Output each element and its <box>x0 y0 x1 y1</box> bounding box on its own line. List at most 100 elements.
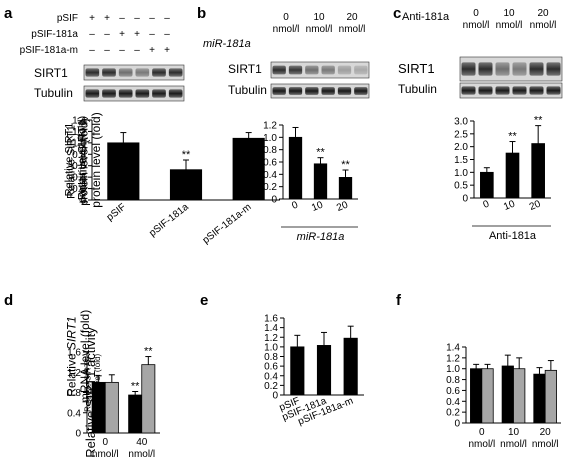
dose-unit-b: nmol/l <box>339 24 366 35</box>
y-tick-label: 0 <box>75 429 81 440</box>
blot-band <box>288 65 303 75</box>
y-tick-label: 1.2 <box>446 353 460 364</box>
blot-frame <box>459 56 563 82</box>
blot-band <box>272 87 286 95</box>
dose-10-b: 10 <box>313 12 325 23</box>
blot-band <box>305 87 319 95</box>
y-tick-label: 0.6 <box>72 161 86 172</box>
blot-band <box>461 86 476 95</box>
y-label-part: SIRT1 <box>64 316 78 350</box>
y-tick-label: 0.4 <box>263 170 277 181</box>
bar <box>169 169 203 201</box>
design-mark: + <box>134 29 140 40</box>
design-mark: + <box>89 13 95 24</box>
blot-band <box>288 87 303 95</box>
y-tick-label: 1.4 <box>446 343 460 354</box>
blot-tubulin-b <box>270 83 370 99</box>
blot-band <box>118 68 133 77</box>
blot-sirt1-a <box>83 64 185 81</box>
y-tick-label: 0 <box>271 195 277 206</box>
bar <box>533 373 546 424</box>
design-mark: – <box>164 29 170 40</box>
category-unit-label: nmol/l <box>92 449 119 460</box>
blot-band <box>102 68 116 77</box>
y-label-line: protein level (fold) <box>76 116 88 203</box>
category-unit-label: nmol/l <box>128 449 155 460</box>
y-tick-label: 2.5 <box>454 129 468 140</box>
y-label-line: protein level (fold) <box>78 118 90 205</box>
blot-tubulin-a <box>83 85 185 102</box>
blot-label-sirt1-b: SIRT1 <box>228 62 262 76</box>
y-axis-label: Relative SIRT1mRNA level (fold) <box>64 310 92 403</box>
blot-band <box>546 86 561 95</box>
category-label: 0 <box>482 198 492 210</box>
category-label: 20 <box>528 198 543 213</box>
significance-label: ** <box>131 380 140 392</box>
blot-band <box>305 65 319 75</box>
design-mark: – <box>149 29 155 40</box>
y-tick-label: 0.2 <box>72 184 86 195</box>
blot-band <box>354 87 368 95</box>
design-mark: – <box>89 45 95 56</box>
y-axis-label: Relative SIRT1protein level (fold) <box>66 118 91 205</box>
y-tick-label: 1.4 <box>72 116 86 127</box>
design-mark: – <box>149 13 155 24</box>
significance-label: ** <box>182 149 191 161</box>
design-marks: + + – – – – – – + + – – – – – – + + <box>89 13 170 56</box>
category-label: pSIF-181a-m <box>201 202 254 247</box>
blot-band <box>512 62 527 76</box>
category-label: 0 <box>479 427 485 438</box>
bar <box>104 381 119 434</box>
y-tick-label: 1.6 <box>67 348 81 359</box>
y-label-line: Relative SIRT1 <box>64 123 76 197</box>
design-mark: – <box>134 45 140 56</box>
y-label-line: Relative SIRT1 <box>75 119 89 200</box>
blot-band <box>512 86 527 95</box>
design-mark: – <box>104 29 110 40</box>
blot-band <box>85 68 100 77</box>
blot-band <box>337 65 352 75</box>
bar <box>290 346 305 396</box>
blot-band <box>321 65 335 75</box>
design-row-label-psif-181a: pSIF-181a <box>31 29 78 40</box>
blot-band <box>478 62 493 76</box>
blot-band <box>529 86 544 95</box>
significance-label: ** <box>316 147 325 159</box>
blot-band <box>152 89 166 98</box>
y-tick-label: 1.5 <box>454 155 468 166</box>
design-row-label-psif-181a-m: pSIF-181a-m <box>20 45 78 56</box>
y-label-line: Relative SIRT1 <box>64 316 78 396</box>
design-mark: + <box>104 13 110 24</box>
panel-d: d 00.40.81.21.6 Relative SIRT1 activity 0n… <box>4 292 160 460</box>
design-mark: + <box>164 45 170 56</box>
y-tick-label: 0.5 <box>454 181 468 192</box>
y-tick-label: 0.8 <box>446 375 460 386</box>
y-tick-label: 2.0 <box>454 142 468 153</box>
category-unit-label: nmol/l <box>532 439 559 450</box>
bar <box>513 368 526 424</box>
x-axis-label: Anti-181a <box>489 230 537 242</box>
panel-b: b 0 10 20 nmol/l nmol/l nmol/l miR-181a … <box>66 5 370 243</box>
significance-label: ** <box>144 346 153 358</box>
y-tick-label: 1.2 <box>263 121 277 132</box>
panel-letter-e: e <box>200 292 208 309</box>
y-tick-label: 0.6 <box>264 362 278 373</box>
y-label-line: protein level (fold) <box>89 112 103 207</box>
design-mark: + <box>149 45 155 56</box>
panel-letter-b: b <box>197 5 206 22</box>
bar <box>107 142 140 201</box>
bar <box>316 345 332 396</box>
x-axis-label: miR-181a <box>297 231 345 243</box>
blot-band <box>102 89 116 98</box>
bar <box>343 337 358 396</box>
blot-sirt1-c <box>459 56 563 82</box>
y-tick-label: 1.0 <box>72 138 86 149</box>
dose-20-c: 20 <box>537 8 549 19</box>
y-tick-label: 0.6 <box>446 386 460 397</box>
y-tick-label: 1.6 <box>264 314 278 325</box>
blot-band <box>118 89 133 98</box>
y-tick-label: 1.2 <box>67 368 81 379</box>
y-tick-label: 0.2 <box>446 408 460 419</box>
